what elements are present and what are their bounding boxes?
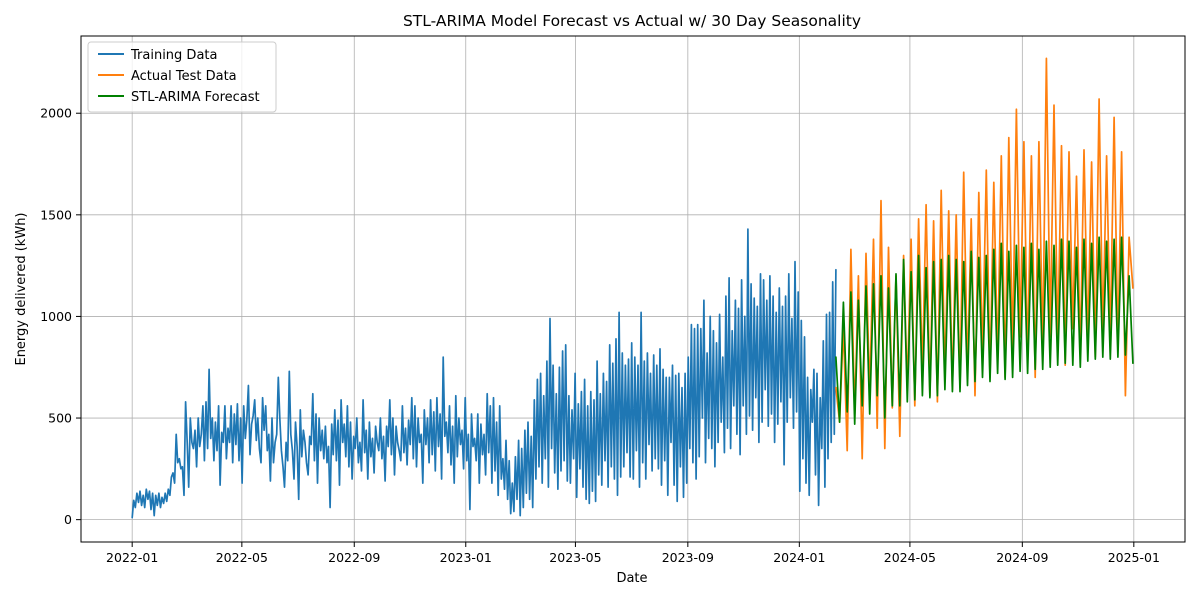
x-tick-label: 2024-05 (884, 550, 936, 565)
legend-label-training: Training Data (130, 48, 217, 63)
x-tick-label: 2023-01 (440, 550, 492, 565)
plot-frame (80, 35, 1186, 543)
legend: Training Data Actual Test Data STL-ARIMA… (87, 41, 277, 113)
x-tick-label: 2024-09 (996, 550, 1048, 565)
legend-label-forecast: STL-ARIMA Forecast (131, 90, 260, 105)
x-tick-label: 2022-09 (328, 550, 380, 565)
x-axis-label: Date (616, 571, 647, 586)
legend-label-actual: Actual Test Data (131, 69, 237, 84)
series-line-forecast (835, 236, 1134, 425)
chart-title: STL-ARIMA Model Forecast vs Actual w/ 30… (403, 12, 861, 30)
y-axis: 0 500 1000 1500 2000 (40, 106, 81, 527)
y-tick-label: 2000 (40, 106, 72, 121)
y-tick-label: 500 (48, 411, 72, 426)
x-tick-label: 2022-05 (216, 550, 268, 565)
series-layer (131, 57, 1134, 519)
x-tick-label: 2025-01 (1108, 550, 1160, 565)
x-tick-label: 2024-01 (773, 550, 825, 565)
x-tick-label: 2023-05 (549, 550, 601, 565)
y-tick-label: 1000 (40, 309, 72, 324)
y-tick-label: 1500 (40, 207, 72, 222)
y-tick-label: 0 (64, 512, 72, 527)
y-axis-label: Energy delivered (kWh) (14, 212, 29, 365)
grid (81, 36, 1185, 542)
legend-box (87, 41, 277, 113)
x-axis: 2022-01 2022-05 2022-09 2023-01 2023-05 2023-… (106, 542, 1160, 565)
series-line-training (131, 228, 837, 519)
x-tick-label: 2023-09 (662, 550, 714, 565)
x-tick-label: 2022-01 (106, 550, 158, 565)
